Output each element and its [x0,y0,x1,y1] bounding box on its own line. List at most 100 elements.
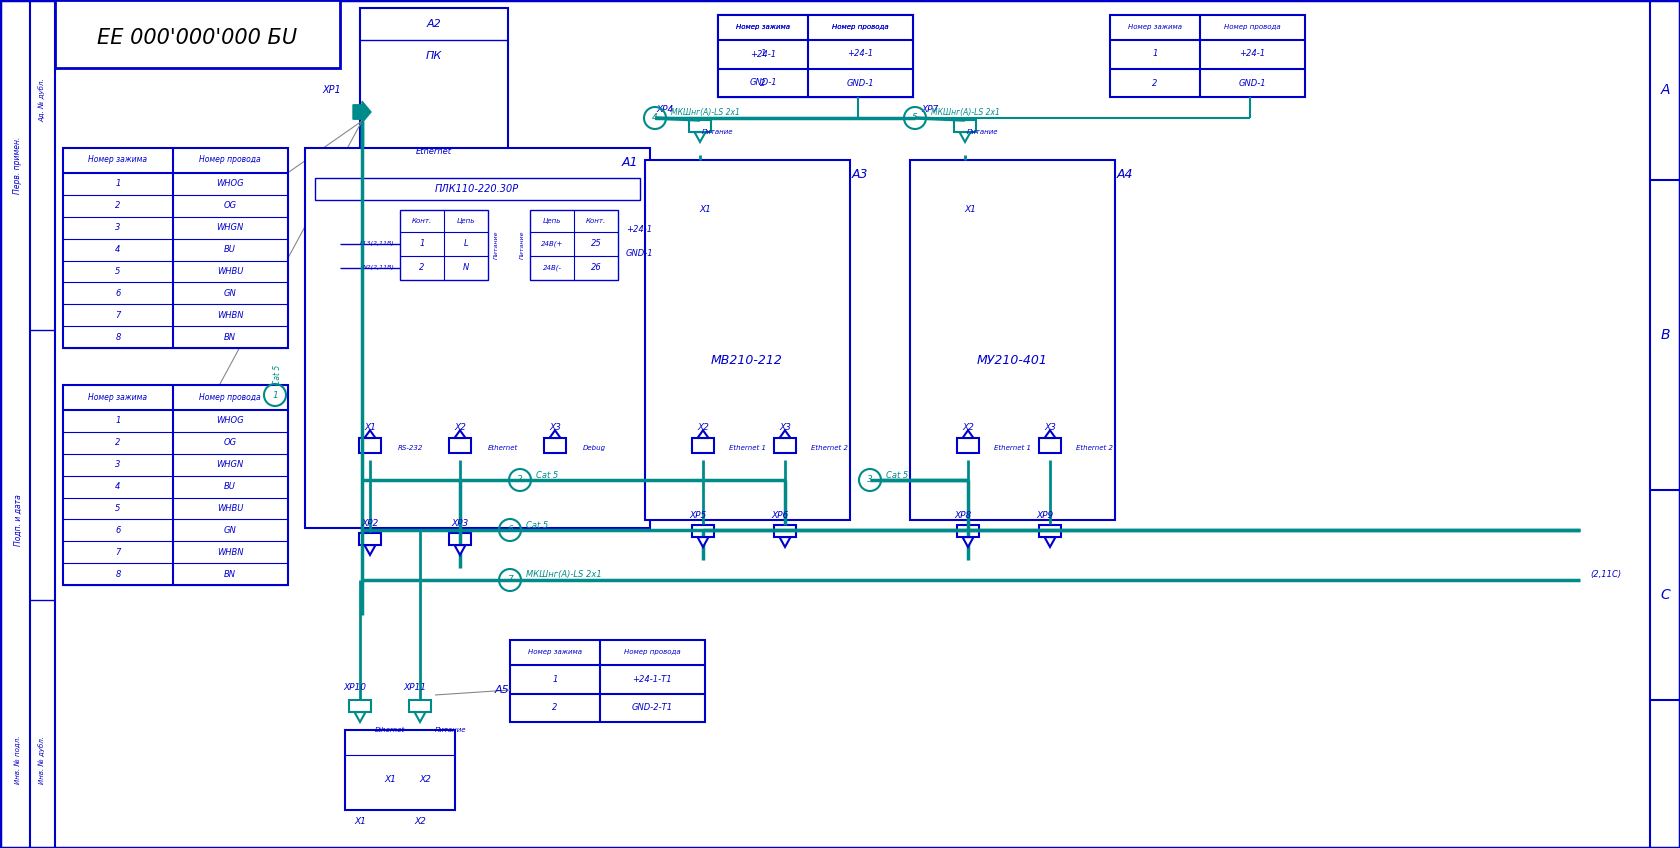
Text: B: B [1660,328,1670,342]
Text: 1: 1 [116,416,121,426]
Text: Номер зажима: Номер зажима [736,24,790,30]
Text: 8: 8 [116,570,121,578]
Bar [360,8,507,163]
Text: МУ210-401: МУ210-401 [976,354,1047,366]
Text: WHBN: WHBN [217,548,244,556]
Text: GND-1: GND-1 [847,79,874,87]
Text: WHGN: WHGN [217,460,244,469]
Text: OG: OG [223,201,237,210]
Polygon shape [365,430,376,438]
Bar [408,700,432,712]
Polygon shape [780,537,791,547]
Text: GND-1: GND-1 [1238,79,1265,87]
Bar [360,438,381,454]
Text: X1: X1 [699,205,711,215]
Text: A5: A5 [496,685,509,695]
Bar [55,0,339,68]
Bar [64,148,287,348]
Text: XP4: XP4 [657,105,674,114]
Text: X2: X2 [963,423,974,432]
Text: 3: 3 [116,223,121,232]
Bar [511,640,706,722]
Text: 6: 6 [116,526,121,535]
Text: Питание: Питание [494,231,499,259]
Text: 6: 6 [507,526,512,534]
Polygon shape [963,537,973,547]
Bar [645,160,850,520]
Text: Номер провода: Номер провода [623,649,680,655]
Text: МКШнг(А)-LS 2x1: МКШнг(А)-LS 2x1 [670,108,739,116]
Text: WHOG: WHOG [217,180,244,188]
Bar [360,533,381,545]
Text: Номер провода: Номер провода [1223,24,1280,30]
Text: WHGN: WHGN [217,223,244,232]
Bar [344,730,455,810]
Text: Номер провода: Номер провода [200,155,260,165]
Polygon shape [365,545,376,555]
Text: XP2: XP2 [361,518,378,527]
Text: Цепь: Цепь [543,218,561,224]
Text: BU: BU [223,245,235,254]
Text: Номер провода: Номер провода [832,24,889,30]
Text: 2: 2 [116,438,121,447]
Text: Ethernet 2: Ethernet 2 [811,445,848,451]
Text: Ethernet: Ethernet [417,147,452,155]
Text: Cat 5: Cat 5 [885,471,909,479]
Text: 2: 2 [517,476,522,484]
Text: 24В(+: 24В(+ [541,241,563,248]
Text: 2: 2 [553,704,558,712]
Text: Номер провода: Номер провода [832,24,889,30]
Polygon shape [455,430,465,438]
Text: 1: 1 [761,49,766,59]
Text: Ад. № дубл.: Ад. № дубл. [39,78,45,122]
Text: 3: 3 [867,476,874,484]
Text: 1: 1 [272,390,277,399]
Polygon shape [1045,537,1055,547]
Text: (2,11С): (2,11С) [1589,571,1621,579]
Bar [529,210,618,280]
Bar [1038,525,1062,537]
Text: ПК: ПК [425,51,442,61]
Text: МКШнг(А)-LS 2x1: МКШнг(А)-LS 2x1 [931,108,1000,116]
Text: 4: 4 [652,114,659,122]
Text: X1: X1 [354,817,366,827]
Bar [1110,15,1305,97]
Text: 4: 4 [116,482,121,491]
Text: 2: 2 [761,79,766,87]
Bar [958,525,979,537]
Text: L13(2,11В): L13(2,11В) [360,242,395,247]
Text: GND-1: GND-1 [627,249,654,259]
Bar [544,438,566,454]
Text: 1: 1 [1152,49,1158,59]
Polygon shape [455,545,465,555]
Text: +24-1: +24-1 [1238,49,1265,59]
Text: +24-1: +24-1 [627,226,652,235]
Bar [400,210,487,280]
Text: Номер зажима: Номер зажима [528,649,581,655]
Text: L: L [464,239,469,248]
Text: X2: X2 [454,423,465,432]
Text: BN: BN [223,570,235,578]
Text: BU: BU [223,482,235,491]
Text: XP10: XP10 [343,683,366,693]
Polygon shape [1045,430,1055,438]
Bar [774,525,796,537]
Polygon shape [415,712,425,722]
Text: Cat 5: Cat 5 [526,521,548,529]
Bar [774,438,796,454]
Bar [316,178,640,200]
Text: 1: 1 [116,180,121,188]
Bar [349,700,371,712]
Text: Ethernet: Ethernet [487,445,517,451]
Text: XP11: XP11 [403,683,427,693]
Text: WHBN: WHBN [217,310,244,320]
Text: X3: X3 [780,423,791,432]
Text: 2: 2 [116,201,121,210]
Polygon shape [697,537,709,547]
Text: +24-1: +24-1 [749,50,776,59]
Text: XP9: XP9 [1037,510,1053,520]
Text: Инв. № дубл.: Инв. № дубл. [39,736,45,784]
Text: N2(2,11В): N2(2,11В) [363,265,395,271]
Text: Ethernet 1: Ethernet 1 [995,445,1032,451]
Text: Cat 5: Cat 5 [274,365,282,385]
